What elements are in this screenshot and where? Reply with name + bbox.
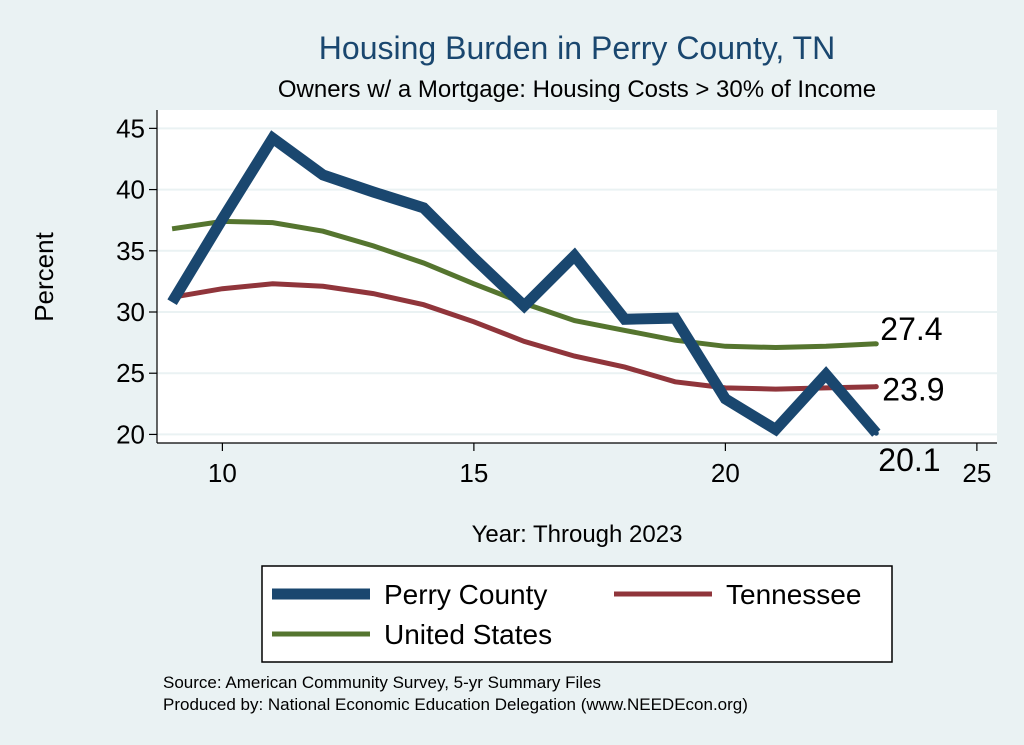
x-tick-label: 10	[208, 458, 237, 488]
plot-area	[157, 110, 997, 443]
end-label-tennessee: 23.9	[882, 372, 944, 408]
end-label-perry-county: 20.1	[878, 442, 940, 478]
axes	[156, 110, 997, 444]
series-line-perry-county	[167, 130, 881, 437]
end-point-perry-county	[873, 430, 879, 436]
x-tick-label: 15	[459, 458, 488, 488]
chart-title: Housing Burden in Perry County, TN	[319, 30, 835, 66]
y-tick-label: 45	[116, 113, 145, 143]
end-point-tennessee	[873, 384, 879, 390]
gridlines	[157, 127, 997, 436]
legend: Perry County Tennessee United States	[261, 565, 893, 663]
end-label-united-states: 27.4	[880, 311, 942, 347]
produced-by-note: Produced by: National Economic Education…	[163, 695, 748, 714]
legend-label-perry-county: Perry County	[384, 579, 547, 610]
end-point-united-states	[873, 341, 879, 347]
source-note: Source: American Community Survey, 5-yr …	[163, 673, 601, 692]
series-line-tennessee	[171, 281, 877, 392]
x-tick-label: 20	[711, 458, 740, 488]
chart-subtitle: Owners w/ a Mortgage: Housing Costs > 30…	[278, 76, 876, 103]
legend-label-united-states: United States	[384, 619, 552, 650]
y-tick-label: 40	[116, 175, 145, 205]
y-tick-label: 35	[116, 236, 145, 266]
y-tick-label: 25	[116, 358, 145, 388]
legend-label-tennessee: Tennessee	[726, 579, 861, 610]
y-axis-label: Percent	[29, 231, 59, 321]
ticks: 20 25 30 35 40 45 10 15 20 25	[116, 113, 991, 488]
end-labels: 20.1 23.9 27.4	[873, 311, 945, 478]
x-tick-label: 25	[962, 458, 991, 488]
y-tick-label: 20	[116, 419, 145, 449]
legend-box	[261, 565, 893, 663]
series-lines	[167, 130, 881, 437]
x-axis-label: Year: Through 2023	[472, 521, 683, 548]
y-tick-label: 30	[116, 297, 145, 327]
